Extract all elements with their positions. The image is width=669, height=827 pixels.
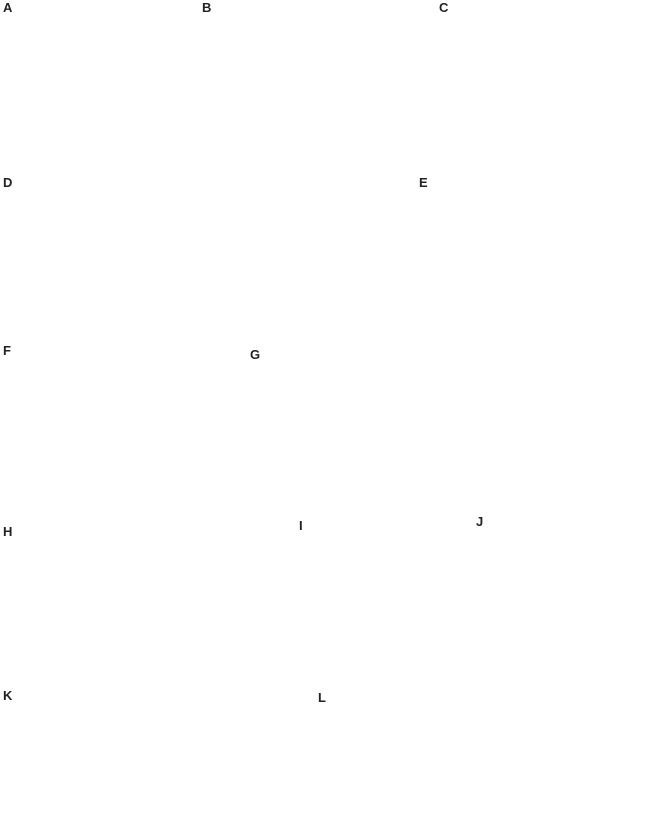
panel-l-chord-diagram bbox=[312, 690, 490, 827]
panel-letter-k: K bbox=[3, 688, 13, 703]
panel-letter-i: I bbox=[299, 518, 303, 533]
panel-letter-b: B bbox=[202, 0, 212, 15]
panel-d-marker-dotplot bbox=[0, 178, 418, 344]
panel-g-interaction-heatmaps bbox=[248, 345, 669, 528]
panel-letter-e: E bbox=[419, 175, 428, 190]
panel-k-lr-dotplot bbox=[2, 688, 316, 827]
panel-i-differential-interactions bbox=[298, 521, 495, 689]
panel-letter-l: L bbox=[318, 690, 326, 705]
panel-f-kegg-pathways bbox=[2, 348, 254, 528]
panel-h-interaction-networks bbox=[2, 526, 302, 688]
panel-b-tsne-clusters bbox=[200, 2, 440, 178]
panel-c-feature-plots bbox=[438, 2, 669, 178]
panel-letter-g: G bbox=[250, 347, 261, 362]
panel-j-information-flow bbox=[486, 517, 669, 827]
panel-letter-c: C bbox=[439, 0, 449, 15]
panel-a-celltype-composition bbox=[3, 3, 200, 175]
panel-e-celltype-composition bbox=[419, 178, 669, 344]
panel-letter-j: J bbox=[476, 514, 484, 529]
panel-letter-h: H bbox=[3, 524, 13, 539]
panel-letter-f: F bbox=[3, 343, 11, 358]
panel-letter-d: D bbox=[3, 175, 13, 190]
panel-letter-a: A bbox=[3, 0, 13, 15]
